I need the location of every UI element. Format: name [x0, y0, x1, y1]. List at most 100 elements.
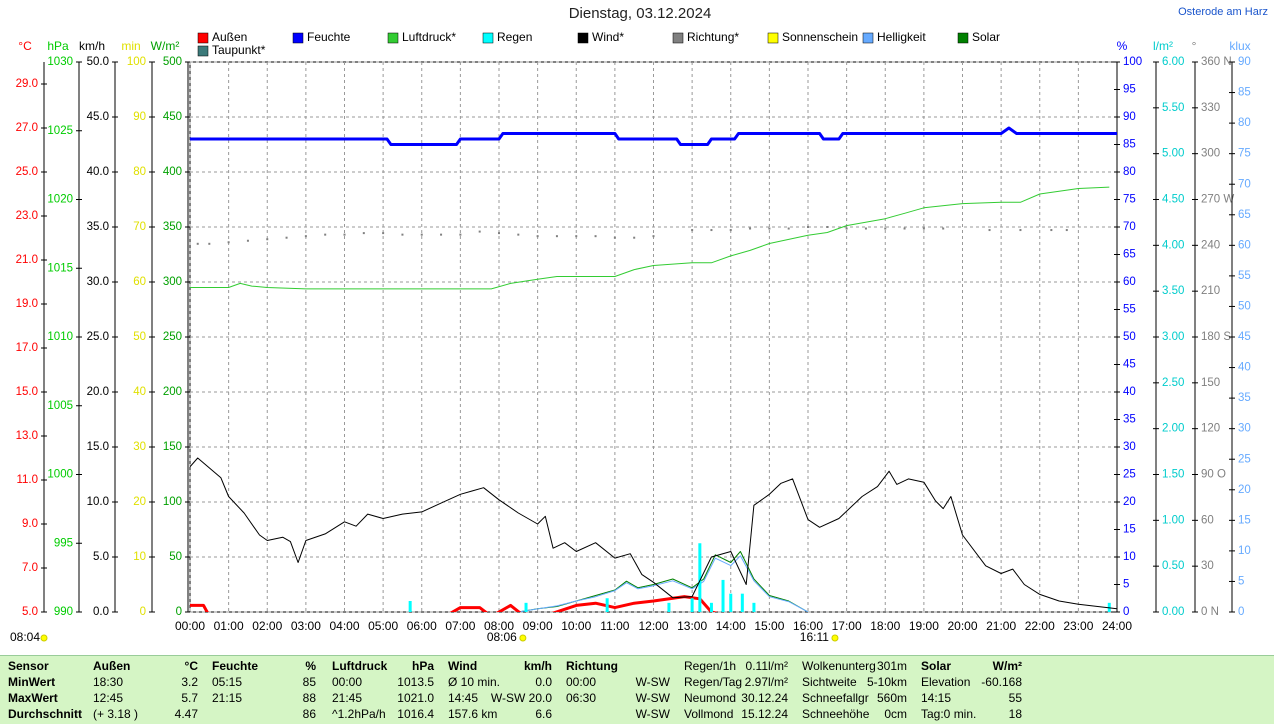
x-tick-label: 02:00	[252, 619, 282, 633]
y-tick-label: 55	[1123, 304, 1136, 316]
y-tick-label: 80	[1123, 166, 1136, 178]
y-tick-label: 270 W	[1201, 194, 1234, 206]
stats-cell: Regen/1h	[684, 659, 737, 673]
legend-label: Regen	[497, 30, 532, 44]
stats-cell: Solar	[921, 659, 952, 673]
stats-cell: Sichtweite	[802, 675, 857, 689]
y-tick-label: 300	[163, 276, 182, 288]
y-tick-label: 60	[1123, 276, 1136, 288]
stats-cell: 85	[302, 675, 316, 689]
x-tick-label: 12:00	[638, 619, 668, 633]
direction-dot	[652, 235, 655, 238]
stats-cell: 55	[1008, 691, 1022, 705]
y-tick-label: 0	[176, 606, 182, 618]
stats-cell: 00:00	[332, 675, 363, 689]
y-tick-label: 90	[1238, 56, 1251, 68]
y-tick-label: 1020	[47, 194, 73, 206]
axis-unit: °	[1192, 39, 1197, 53]
series-line	[518, 551, 809, 612]
y-tick-label: 65	[1123, 249, 1136, 261]
direction-dot	[807, 226, 809, 228]
stats-cell: 3.2	[181, 675, 198, 689]
y-tick-label: 45	[1238, 331, 1251, 343]
y-tick-label: 20.0	[87, 386, 109, 398]
stats-cell: Feuchte	[212, 659, 259, 673]
y-tick-label: 995	[54, 537, 73, 549]
legend-label: Sonnenschein	[782, 30, 858, 44]
direction-dot	[536, 235, 539, 238]
y-tick-label: 90	[133, 111, 146, 123]
y-tick-label: 10	[1238, 545, 1251, 557]
direction-dot	[196, 242, 199, 245]
direction-dot	[246, 239, 249, 242]
direction-dot	[988, 229, 991, 232]
y-tick-label: 50.0	[87, 56, 109, 68]
direction-dot	[864, 227, 867, 230]
y-tick-label: 10.0	[87, 496, 109, 508]
stats-cell: 86	[302, 707, 316, 721]
y-tick-label: 330	[1201, 102, 1220, 114]
y-tick-label: 70	[1123, 221, 1136, 233]
rain-bar	[667, 602, 671, 612]
y-tick-label: 2.00	[1162, 423, 1184, 435]
y-tick-label: 80	[1238, 117, 1251, 129]
sun-time: 08:06	[487, 630, 517, 644]
series-line	[190, 457, 1117, 610]
direction-dot	[382, 232, 385, 235]
x-tick-label: 16:00	[793, 619, 823, 633]
rain-bar	[524, 602, 528, 612]
rain-bar	[729, 593, 733, 612]
stats-cell: 6.6	[535, 707, 552, 721]
legend-swatch	[577, 32, 589, 44]
axis-unit: km/h	[79, 39, 105, 53]
stats-cell: Sensor	[8, 659, 49, 673]
stats-cell: Schneehöhe	[802, 707, 870, 721]
y-tick-label: 75	[1238, 148, 1251, 160]
stats-cell: 06:30	[566, 691, 597, 705]
direction-dot	[362, 232, 365, 235]
stats-cell: 14:45	[448, 691, 479, 705]
y-tick-label: 0 N	[1201, 606, 1219, 618]
direction-dot	[343, 233, 346, 236]
y-tick-label: 2.50	[1162, 377, 1184, 389]
direction-dot	[324, 233, 327, 236]
y-tick-label: 10	[1123, 551, 1136, 563]
stats-cell: 1016.4	[397, 707, 434, 721]
y-tick-label: 200	[163, 386, 182, 398]
direction-dot	[208, 242, 211, 245]
y-tick-label: 0.00	[1162, 606, 1184, 618]
stats-cell: 30.12.24	[741, 691, 788, 705]
y-tick-label: 5	[1238, 575, 1244, 587]
direction-dot	[729, 229, 732, 232]
stats-cell: hPa	[411, 659, 434, 673]
y-tick-label: 21.0	[16, 254, 38, 266]
sun-time: 16:11	[800, 630, 829, 644]
axis-unit: °C	[18, 39, 32, 53]
legend-swatch	[767, 32, 779, 44]
y-tick-label: 20	[1123, 496, 1136, 508]
y-tick-label: 5.0	[22, 606, 38, 618]
direction-dot	[1065, 229, 1068, 232]
x-tick-label: 05:00	[368, 619, 398, 633]
direction-dot	[884, 227, 887, 230]
y-tick-label: 30	[133, 441, 146, 453]
direction-dot	[942, 227, 945, 230]
y-tick-label: 55	[1238, 270, 1251, 282]
y-tick-label: 1000	[47, 469, 73, 481]
stats-cell: 15.12.24	[741, 707, 788, 721]
rain-bar	[408, 601, 412, 612]
axis-unit: min	[121, 39, 140, 53]
stats-cell: Elevation	[921, 675, 971, 689]
stats-cell: 157.6 km	[448, 707, 498, 721]
x-tick-label: 24:00	[1102, 619, 1132, 633]
y-tick-label: 100	[163, 496, 182, 508]
y-tick-label: 120	[1201, 423, 1220, 435]
location: Osterode am Harz	[1178, 6, 1268, 18]
stats-cell: 21:15	[212, 691, 243, 705]
y-tick-label: 1005	[47, 400, 73, 412]
y-tick-label: 150	[1201, 377, 1220, 389]
direction-dot	[555, 235, 558, 238]
y-tick-label: 40.0	[87, 166, 109, 178]
direction-dot	[517, 233, 520, 236]
sun-marker	[519, 634, 527, 642]
